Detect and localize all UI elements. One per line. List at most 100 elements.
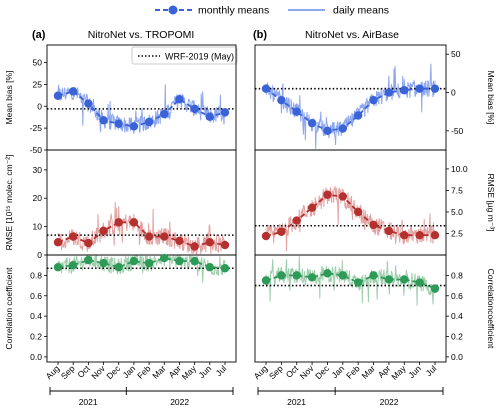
panel-b-rmse-monthly-point bbox=[415, 231, 424, 240]
panel-b-corr-monthly-point bbox=[384, 275, 394, 284]
panel-b-bias-ytick-label: -50 bbox=[451, 126, 464, 136]
panel-a-corr-ytick-label: 0.0 bbox=[30, 352, 42, 362]
panel-a-rmse-monthly-point bbox=[144, 232, 154, 241]
panel-a-bias-ytick-label: -25 bbox=[30, 123, 43, 133]
panel-a-corr-monthly-point bbox=[144, 258, 154, 268]
panel-a-rmse-ytick-label: 10 bbox=[33, 222, 43, 232]
panel-b-bias-monthly-point bbox=[384, 88, 394, 97]
panel-b-rmse-ytick-label: 10.0 bbox=[451, 164, 468, 174]
panel-a-corr-frame bbox=[46, 254, 237, 363]
panel-b-corr-monthly-point bbox=[261, 276, 271, 285]
panel-a-bias-monthly-point bbox=[53, 91, 63, 100]
panel-b-corr-monthly-point bbox=[307, 273, 317, 282]
panel-a-corr-monthly-point bbox=[175, 256, 184, 266]
panel-b-corr-monthly-point bbox=[277, 271, 286, 280]
xtick-label: Jun bbox=[196, 363, 213, 380]
panel-a-rmse-ylabel: RMSE [10¹⁵ molec. cm⁻²] bbox=[4, 155, 14, 251]
panel-a-bias-monthly-point bbox=[205, 112, 215, 121]
panel-b-bias-ytick-label: 0 bbox=[451, 88, 456, 98]
panel-b-corr-ylabel: Correlationcoefficient bbox=[486, 269, 496, 349]
panel-b-bias-monthly-point bbox=[338, 124, 348, 133]
panel-a-rmse-monthly-point bbox=[205, 238, 215, 247]
xtick-label: Apr bbox=[166, 363, 183, 380]
xtick-label: Nov bbox=[89, 363, 107, 381]
panel-b-bias-ylabel: Mean bias [%] bbox=[486, 71, 496, 125]
panel-b-bias-monthly-point bbox=[353, 111, 363, 120]
panel-b-bias-monthly-point bbox=[261, 84, 271, 93]
panel-a-bias-monthly-point bbox=[129, 122, 139, 131]
panel-b-corr-monthly-point bbox=[430, 284, 440, 293]
panel-b-bias-monthly-point bbox=[277, 95, 286, 105]
year-label-2022: 2022 bbox=[380, 397, 399, 407]
xtick-label: Dec bbox=[313, 363, 331, 381]
panel-b-bias-monthly-point bbox=[307, 118, 317, 128]
xtick-label: Apr bbox=[376, 363, 393, 380]
panel-b-rmse-monthly-point bbox=[323, 190, 332, 199]
xtick-label: Aug bbox=[44, 363, 62, 381]
xtick-label: Oct bbox=[284, 363, 301, 380]
xtick-label: Jan bbox=[329, 363, 346, 380]
panel-a-rmse-daily-series bbox=[57, 201, 226, 255]
panel-a-rmse-monthly-point bbox=[220, 240, 230, 250]
panel-b-rmse-daily-series bbox=[265, 186, 436, 252]
panel-a-bias-ylabel: Mean bias [%] bbox=[4, 71, 14, 125]
year-label-2021: 2021 bbox=[287, 397, 306, 407]
panel-b-rmse-monthly-point bbox=[430, 231, 440, 240]
panel-b-corr-monthly-point bbox=[338, 271, 348, 280]
panel-b-corr-monthly-point bbox=[415, 278, 424, 287]
panel-a-letter: (a) bbox=[32, 29, 46, 41]
panel-b-rmse-ytick-label: 2.5 bbox=[451, 228, 463, 238]
panel-b-rmse-monthly-point bbox=[307, 203, 317, 212]
xtick-label: Nov bbox=[298, 363, 316, 381]
panel-a-corr-ylabel: Correlation coefficient bbox=[4, 267, 14, 350]
panel-a-rmse-monthly-point bbox=[190, 242, 199, 251]
panel-b-rmse-ylabel: RMSE [µg m⁻³] bbox=[486, 173, 496, 231]
panel-b-bias-ytick-label: 50 bbox=[451, 49, 461, 59]
panel-a-corr-daily-series bbox=[57, 255, 226, 283]
year-label-2022: 2022 bbox=[170, 397, 189, 407]
panel-b-bias-monthly-point bbox=[430, 84, 440, 93]
panel-a-rmse-monthly-point bbox=[53, 238, 63, 247]
panel-a-bias-ytick-label: 25 bbox=[33, 79, 43, 89]
panel-a-rmse-monthly-point bbox=[68, 232, 78, 241]
panel-a-bias-monthly-point bbox=[175, 95, 184, 104]
panel-b-rmse-monthly-point bbox=[353, 207, 363, 217]
xtick-label: Feb bbox=[344, 363, 362, 381]
panel-b-corr-ytick-label: 0.6 bbox=[451, 291, 463, 301]
xtick-label: Jun bbox=[406, 363, 423, 380]
panel-b-rmse-ytick-label: 5.0 bbox=[451, 207, 463, 217]
panel-b-corr-daily-series bbox=[265, 256, 436, 306]
panel-b-corr-ytick-label: 0.0 bbox=[451, 352, 463, 362]
panel-b-rmse-ytick-label: 7.5 bbox=[451, 185, 463, 195]
panel-a-corr-monthly-point bbox=[99, 258, 108, 268]
panel-a-rmse-monthly-point bbox=[175, 236, 184, 246]
xtick-label: Jan bbox=[121, 363, 138, 380]
panel-a-rmse-ytick-label: 30 bbox=[33, 165, 43, 175]
panel-a-corr-monthly-point bbox=[129, 256, 139, 266]
xtick-label: Sep bbox=[267, 363, 285, 381]
panel-a-rmse-monthly-point bbox=[114, 218, 123, 227]
panel-a-rmse-ytick-label: 20 bbox=[33, 193, 43, 203]
panel-a-corr-monthly-point bbox=[220, 264, 230, 273]
panel-b-corr-ytick-label: 0.2 bbox=[451, 332, 463, 342]
legend-monthly-label: monthly means bbox=[198, 5, 269, 17]
panel-a-corr-ytick-label: 0.6 bbox=[30, 291, 42, 301]
panel-b-bias-daily-series bbox=[265, 63, 436, 149]
panel-b-corr-monthly-point bbox=[369, 271, 378, 280]
panel-a-corr-monthly-point bbox=[114, 263, 123, 272]
reference-legend-box bbox=[131, 46, 238, 65]
panel-b-bias-monthly-point bbox=[400, 86, 409, 95]
panel-b-rmse-monthly-point bbox=[338, 192, 348, 201]
panel-b-corr-ytick-label: 0.8 bbox=[451, 270, 463, 280]
xtick-label: Mar bbox=[150, 363, 168, 381]
legend-daily-label: daily means bbox=[333, 5, 389, 17]
legend-monthly-marker bbox=[168, 5, 178, 15]
xtick-label: Feb bbox=[135, 363, 153, 381]
panel-b-corr-monthly-point bbox=[400, 275, 409, 284]
reference-legend-label: WRF-2019 (May) bbox=[165, 52, 234, 62]
xtick-label: May bbox=[389, 363, 408, 382]
panel-b-corr-monthly-point bbox=[353, 278, 363, 287]
panel-b-corr-ytick-label: 0.4 bbox=[451, 311, 463, 321]
panel-b-bias-monthly-point bbox=[292, 107, 301, 116]
panel-a-bias-ytick-label: -50 bbox=[30, 145, 43, 155]
